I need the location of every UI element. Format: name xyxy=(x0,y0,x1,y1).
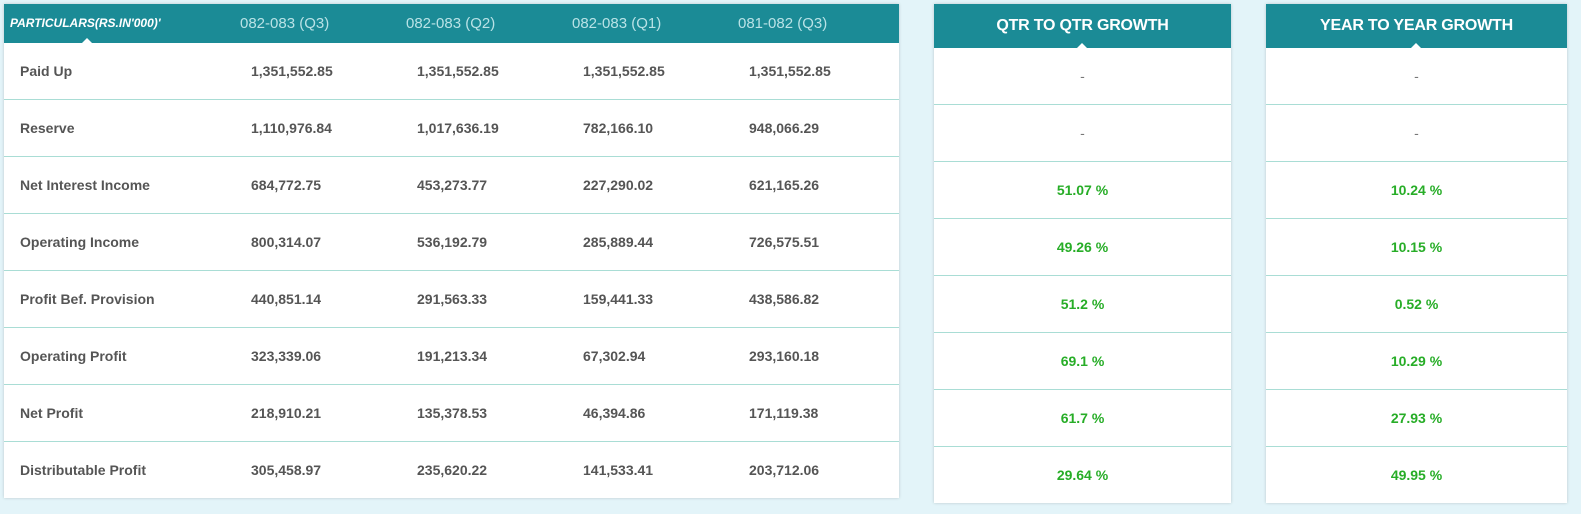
row-label: Paid Up xyxy=(20,63,73,79)
value-cell: 453,273.77 xyxy=(417,177,488,193)
table-row: Operating Profit 323,339.06 191,213.34 6… xyxy=(4,328,899,385)
value-cell: 293,160.18 xyxy=(749,348,820,364)
value-cell: 203,712.06 xyxy=(749,462,820,478)
value-cell: 1,017,636.19 xyxy=(417,120,499,136)
table-row: Profit Bef. Provision 440,851.14 291,563… xyxy=(4,271,899,328)
period-header-q3-current[interactable]: 082-083 (Q3) xyxy=(240,15,330,32)
value-cell: 1,110,976.84 xyxy=(251,120,332,136)
table-body: Paid Up 1,351,552.85 1,351,552.85 1,351,… xyxy=(4,43,899,498)
yoy-growth-title: YEAR TO YEAR GROWTH xyxy=(1266,4,1567,49)
row-label: Operating Profit xyxy=(20,348,127,364)
value-cell: 684,772.75 xyxy=(251,177,322,193)
sort-indicator-icon xyxy=(81,38,93,44)
value-cell: 1,351,552.85 xyxy=(749,63,831,79)
table-row: Reserve 1,110,976.84 1,017,636.19 782,16… xyxy=(4,100,899,157)
qtr-growth-value: 69.1 % xyxy=(934,333,1231,390)
value-cell: 46,394.86 xyxy=(583,405,646,421)
value-cell: 218,910.21 xyxy=(251,405,322,421)
yoy-growth-value: - xyxy=(1266,48,1567,105)
table-row: Operating Income 800,314.07 536,192.79 2… xyxy=(4,214,899,271)
value-cell: 305,458.97 xyxy=(251,462,322,478)
qtr-growth-title: QTR TO QTR GROWTH xyxy=(934,4,1231,49)
particulars-header[interactable]: PARTICULARS(RS.IN'000)' xyxy=(10,16,161,30)
value-cell: 141,533.41 xyxy=(583,462,654,478)
period-header-q1-current[interactable]: 082-083 (Q1) xyxy=(572,15,662,32)
qtr-growth-value: 61.7 % xyxy=(934,390,1231,447)
value-cell: 1,351,552.85 xyxy=(583,63,665,79)
yoy-growth-value: 49.95 % xyxy=(1390,467,1443,483)
value-cell: 235,620.22 xyxy=(417,462,488,478)
value-cell: 159,441.33 xyxy=(583,291,654,307)
value-cell: 782,166.10 xyxy=(583,120,654,136)
qtr-growth-value: 51.2 % xyxy=(934,276,1231,333)
value-cell: 948,066.29 xyxy=(749,120,820,136)
yoy-growth-title-text: YEAR TO YEAR GROWTH xyxy=(1320,17,1513,34)
row-label: Distributable Profit xyxy=(20,462,147,478)
table-row: Paid Up 1,351,552.85 1,351,552.85 1,351,… xyxy=(4,43,899,100)
yoy-growth-value: 0.52 % xyxy=(1266,276,1567,333)
yoy-growth-list: - - 10.24 % 10.15 % 0.52 % 10.29 % 27.93… xyxy=(1266,48,1567,503)
period-header-q3-previous[interactable]: 081-082 (Q3) xyxy=(738,15,828,32)
table-header: PARTICULARS(RS.IN'000)' 082-083 (Q3) 082… xyxy=(4,4,899,44)
value-cell: 67,302.94 xyxy=(583,348,646,364)
value-cell: 438,586.82 xyxy=(749,291,820,307)
value-cell: 1,351,552.85 xyxy=(251,63,333,79)
row-label: Operating Income xyxy=(20,234,140,250)
row-label: Net Profit xyxy=(20,405,83,421)
value-cell: 1,351,552.85 xyxy=(417,63,499,79)
yoy-growth-panel: YEAR TO YEAR GROWTH - - 10.24 % 10.15 % … xyxy=(1266,4,1567,503)
yoy-growth-value: 10.15 % xyxy=(1266,219,1567,276)
qtr-growth-value: 51.07 % xyxy=(934,162,1231,219)
table-row: Net Interest Income 684,772.75 453,273.7… xyxy=(4,157,899,214)
qtr-growth-value: - xyxy=(934,48,1231,105)
qtr-growth-value: 49.26 % xyxy=(934,219,1231,276)
financial-summary-table: PARTICULARS(RS.IN'000)' 082-083 (Q3) 082… xyxy=(4,4,899,498)
qtr-growth-panel: QTR TO QTR GROWTH - - 51.07 % 49.26 % 51… xyxy=(934,4,1231,503)
table-row: Net Profit 218,910.21 135,378.53 46,394.… xyxy=(4,385,899,442)
yoy-growth-value: 10.24 % xyxy=(1266,162,1567,219)
value-cell: 726,575.51 xyxy=(749,234,820,250)
value-cell: 291,563.33 xyxy=(417,291,488,307)
qtr-growth-value: - xyxy=(934,105,1231,162)
row-label: Reserve xyxy=(20,120,75,136)
period-header-q2-current[interactable]: 082-083 (Q2) xyxy=(406,15,496,32)
value-cell: 171,119.38 xyxy=(749,405,819,421)
value-cell: 621,165.26 xyxy=(749,177,820,193)
value-cell: 800,314.07 xyxy=(251,234,322,250)
header-pointer-icon xyxy=(1076,43,1088,49)
value-cell: 536,192.79 xyxy=(417,234,488,250)
value-cell: 135,378.53 xyxy=(417,405,488,421)
yoy-growth-value: 27.93 % xyxy=(1266,390,1567,447)
header-pointer-icon xyxy=(1410,43,1422,49)
qtr-growth-list: - - 51.07 % 49.26 % 51.2 % 69.1 % 61.7 %… xyxy=(934,48,1231,503)
qtr-growth-title-text: QTR TO QTR GROWTH xyxy=(996,17,1169,34)
yoy-growth-value: - xyxy=(1266,105,1567,162)
row-label: Profit Bef. Provision xyxy=(20,291,155,307)
value-cell: 285,889.44 xyxy=(583,234,654,250)
value-cell: 191,213.34 xyxy=(417,348,488,364)
row-label: Net Interest Income xyxy=(20,177,150,193)
value-cell: 227,290.02 xyxy=(583,177,654,193)
value-cell: 323,339.06 xyxy=(251,348,322,364)
qtr-growth-value: 29.64 % xyxy=(1056,467,1109,483)
yoy-growth-value: 10.29 % xyxy=(1266,333,1567,390)
value-cell: 440,851.14 xyxy=(251,291,322,307)
table-row: Distributable Profit 305,458.97 235,620.… xyxy=(4,442,899,498)
